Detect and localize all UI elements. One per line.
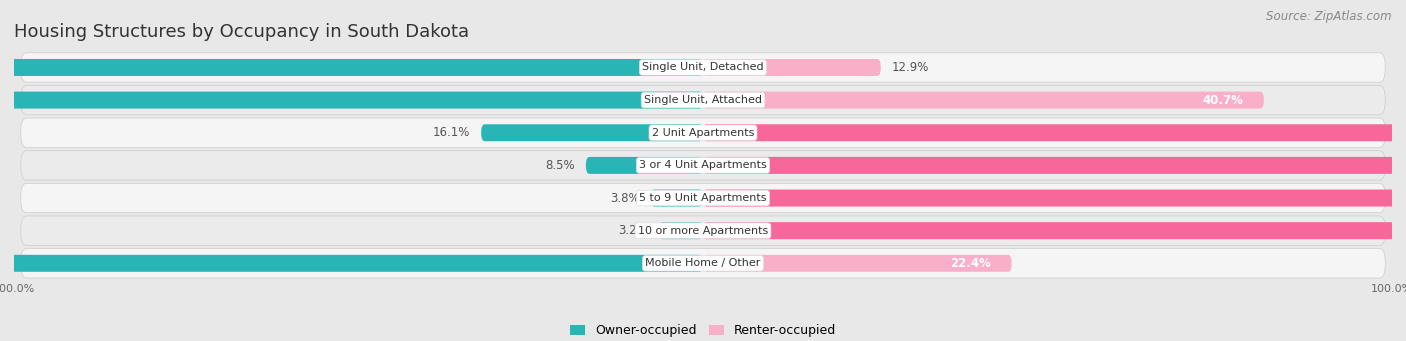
Text: 22.4%: 22.4%	[950, 257, 991, 270]
FancyBboxPatch shape	[703, 255, 1012, 272]
FancyBboxPatch shape	[703, 157, 1406, 174]
Text: 2 Unit Apartments: 2 Unit Apartments	[652, 128, 754, 138]
Text: 12.9%: 12.9%	[891, 61, 929, 74]
FancyBboxPatch shape	[0, 59, 703, 76]
FancyBboxPatch shape	[659, 222, 703, 239]
Text: 3 or 4 Unit Apartments: 3 or 4 Unit Apartments	[640, 160, 766, 170]
Text: Housing Structures by Occupancy in South Dakota: Housing Structures by Occupancy in South…	[14, 23, 470, 41]
FancyBboxPatch shape	[703, 222, 1406, 239]
FancyBboxPatch shape	[703, 124, 1406, 141]
FancyBboxPatch shape	[21, 118, 1385, 147]
Text: 3.8%: 3.8%	[610, 192, 640, 205]
FancyBboxPatch shape	[21, 216, 1385, 246]
Text: Mobile Home / Other: Mobile Home / Other	[645, 258, 761, 268]
Text: 5 to 9 Unit Apartments: 5 to 9 Unit Apartments	[640, 193, 766, 203]
FancyBboxPatch shape	[651, 190, 703, 207]
FancyBboxPatch shape	[21, 151, 1385, 180]
Text: 10 or more Apartments: 10 or more Apartments	[638, 226, 768, 236]
FancyBboxPatch shape	[703, 190, 1406, 207]
Text: Source: ZipAtlas.com: Source: ZipAtlas.com	[1267, 10, 1392, 23]
FancyBboxPatch shape	[0, 255, 703, 272]
FancyBboxPatch shape	[703, 92, 1264, 108]
FancyBboxPatch shape	[21, 249, 1385, 278]
Text: 8.5%: 8.5%	[546, 159, 575, 172]
FancyBboxPatch shape	[21, 183, 1385, 213]
FancyBboxPatch shape	[586, 157, 703, 174]
FancyBboxPatch shape	[481, 124, 703, 141]
FancyBboxPatch shape	[21, 53, 1385, 82]
Text: Single Unit, Detached: Single Unit, Detached	[643, 62, 763, 73]
Text: 3.2%: 3.2%	[619, 224, 648, 237]
Legend: Owner-occupied, Renter-occupied: Owner-occupied, Renter-occupied	[569, 324, 837, 337]
FancyBboxPatch shape	[0, 92, 703, 108]
Text: Single Unit, Attached: Single Unit, Attached	[644, 95, 762, 105]
FancyBboxPatch shape	[21, 86, 1385, 115]
Text: 40.7%: 40.7%	[1202, 94, 1243, 107]
Text: 16.1%: 16.1%	[433, 126, 470, 139]
FancyBboxPatch shape	[703, 59, 880, 76]
